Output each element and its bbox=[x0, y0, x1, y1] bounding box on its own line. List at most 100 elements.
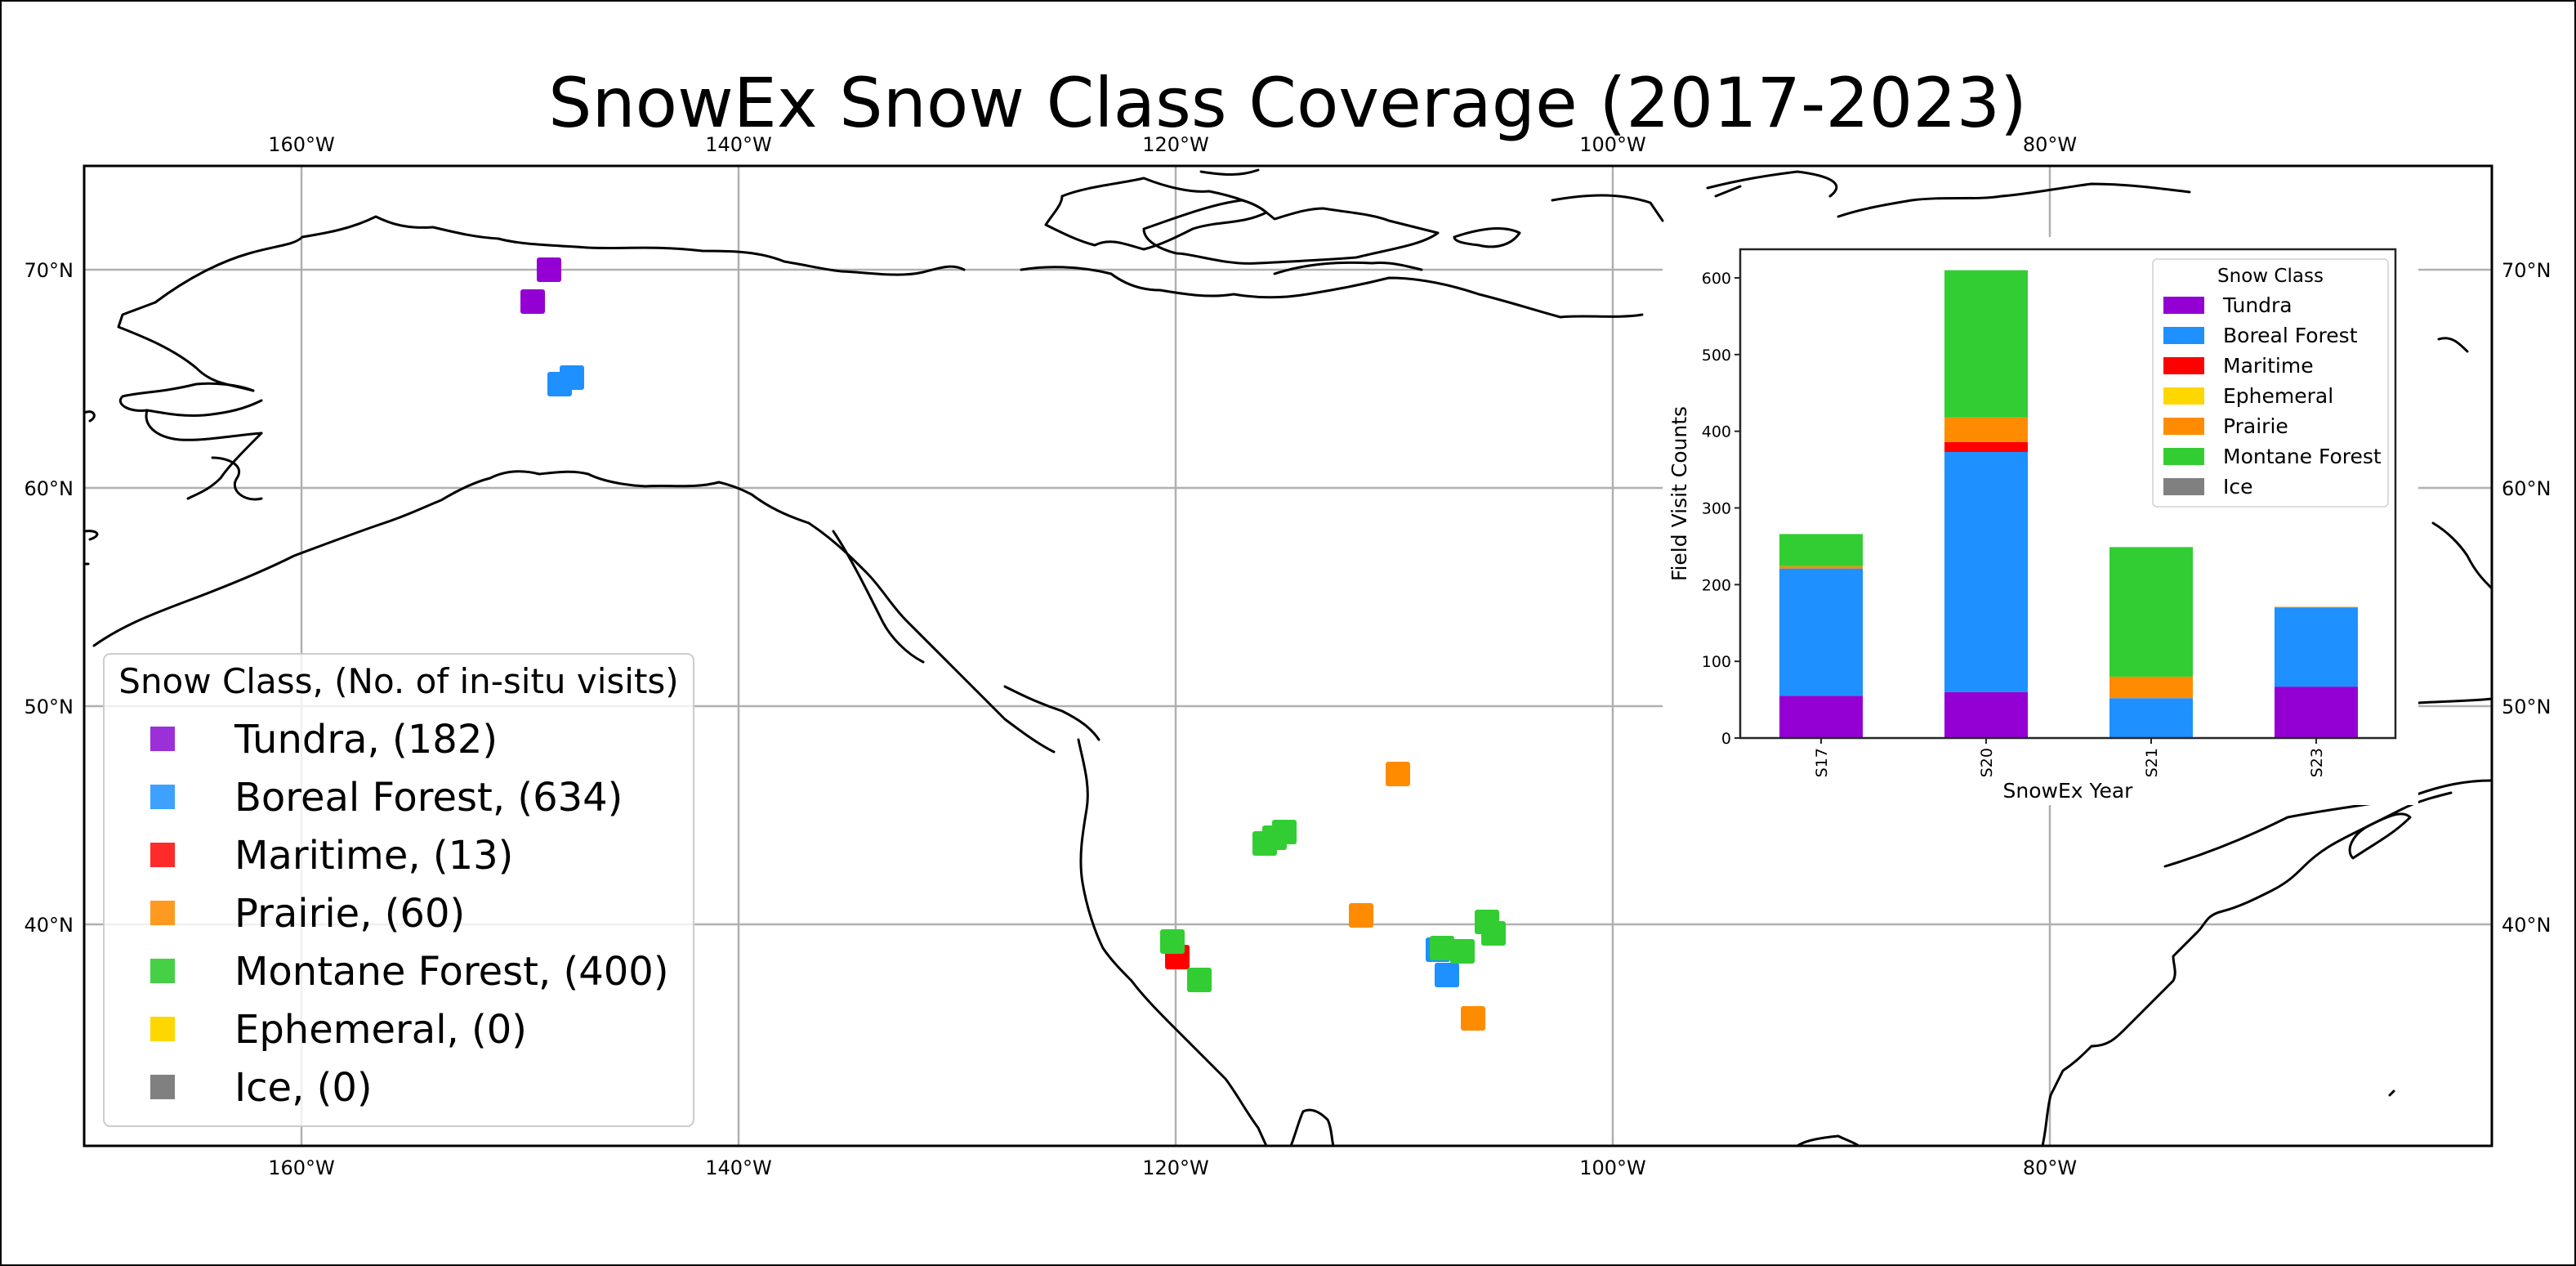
bar-segment-montane-forest bbox=[1779, 534, 1863, 566]
map-legend-swatch bbox=[150, 901, 175, 925]
lon-tick-bottom: 160°W bbox=[268, 1156, 335, 1179]
lon-tick-top: 140°W bbox=[705, 133, 772, 156]
lat-tick-left: 50°N bbox=[25, 696, 74, 718]
inset-legend-item: Ephemeral bbox=[2223, 384, 2333, 408]
inset-y-tick: 400 bbox=[1702, 423, 1731, 441]
inset-x-tick: S17 bbox=[1813, 748, 1831, 777]
bar-segment-tundra bbox=[1944, 691, 2028, 738]
map-legend-swatch bbox=[150, 1017, 175, 1041]
marker-prairie bbox=[1386, 762, 1410, 786]
map-legend-swatch bbox=[150, 1075, 175, 1099]
marker-montane-forest bbox=[1272, 820, 1297, 844]
inset-legend-title: Snow Class bbox=[2217, 266, 2324, 287]
bar-segment-boreal-forest bbox=[2275, 607, 2358, 687]
map-legend-item: Boreal Forest, (634) bbox=[234, 775, 623, 821]
map-legend-item: Ice, (0) bbox=[234, 1065, 373, 1111]
marker-montane-forest bbox=[1481, 921, 1506, 946]
inset-legend-item: Montane Forest bbox=[2223, 445, 2382, 468]
inset-x-tick: S20 bbox=[1978, 748, 1996, 777]
map-legend-swatch bbox=[150, 843, 175, 867]
inset-legend-item: Maritime bbox=[2223, 354, 2314, 378]
inset-y-axis: 0 100 200 300 400 500 600 bbox=[1702, 270, 1740, 748]
inset-legend: Snow Class Tundra Boreal Forest Maritime Ep… bbox=[2152, 258, 2389, 508]
bar-segment-montane-forest bbox=[2109, 547, 2193, 677]
map-markers bbox=[520, 257, 1506, 1031]
inset-legend-swatch bbox=[2163, 327, 2204, 344]
marker-tundra bbox=[520, 289, 545, 314]
marker-prairie bbox=[1349, 903, 1373, 928]
inset-y-label: Field Visit Counts bbox=[1667, 406, 1691, 581]
map-legend-item: Tundra, (182) bbox=[234, 717, 498, 763]
marker-montane-forest bbox=[1430, 936, 1454, 960]
inset-x-axis: S17 S20 S21 S23 bbox=[1813, 738, 2326, 777]
inset-legend-swatch bbox=[2163, 448, 2204, 465]
lon-tick-top: 100°W bbox=[1579, 133, 1646, 156]
inset-legend-item: Boreal Forest bbox=[2223, 324, 2358, 347]
map-legend: Snow Class, (No. of in-situ visits) Tund… bbox=[103, 653, 694, 1127]
inset-legend-swatch bbox=[2163, 357, 2204, 374]
lon-tick-bottom: 120°W bbox=[1142, 1156, 1209, 1179]
bar-segment-tundra bbox=[2275, 687, 2358, 738]
inset-legend-swatch bbox=[2163, 418, 2204, 435]
bar-segment-prairie bbox=[2275, 606, 2358, 608]
inset-y-tick: 200 bbox=[1702, 576, 1731, 594]
lat-tick-right: 50°N bbox=[2502, 696, 2551, 718]
map-legend-item: Montane Forest, (400) bbox=[234, 949, 669, 995]
lon-tick-bottom: 100°W bbox=[1579, 1156, 1646, 1179]
inset-y-tick: 500 bbox=[1702, 347, 1731, 365]
inset-legend-item: Prairie bbox=[2223, 414, 2288, 438]
map-legend-title: Snow Class, (No. of in-situ visits) bbox=[118, 661, 678, 701]
bar-segment-prairie bbox=[1779, 566, 1863, 569]
inset-legend-item: Tundra bbox=[2222, 293, 2293, 317]
lon-tick-top: 80°W bbox=[2023, 133, 2077, 156]
map-legend-item: Prairie, (60) bbox=[234, 891, 465, 937]
bar-segment-prairie bbox=[2109, 676, 2193, 699]
bar-segment-boreal-forest bbox=[1779, 568, 1863, 696]
inset-y-tick: 600 bbox=[1702, 270, 1731, 288]
inset-y-tick: 300 bbox=[1702, 500, 1731, 518]
map-frame bbox=[83, 164, 2493, 1147]
lon-tick-top: 120°W bbox=[1142, 133, 1209, 156]
inset-x-tick: S21 bbox=[2143, 748, 2161, 777]
marker-boreal-forest bbox=[1435, 963, 1459, 987]
lat-tick-left: 40°N bbox=[25, 914, 74, 937]
map-legend-swatch bbox=[150, 959, 175, 983]
bar-segment-boreal-forest bbox=[2109, 698, 2193, 738]
inset-legend-item: Ice bbox=[2223, 475, 2253, 499]
lat-tick-right: 40°N bbox=[2502, 914, 2551, 937]
coastlines bbox=[83, 168, 2493, 1147]
marker-montane-forest bbox=[1187, 968, 1212, 992]
map-legend-item: Maritime, (13) bbox=[234, 833, 513, 879]
marker-montane-forest bbox=[1450, 939, 1475, 964]
inset-legend-swatch bbox=[2163, 478, 2204, 495]
inset-legend-swatch bbox=[2163, 387, 2204, 405]
inset-frame bbox=[1739, 248, 2397, 740]
map-legend-item: Ephemeral, (0) bbox=[234, 1007, 527, 1053]
bar-segment-boreal-forest bbox=[1944, 452, 2028, 692]
lon-tick-top: 160°W bbox=[268, 133, 335, 156]
lat-tick-right: 60°N bbox=[2502, 477, 2551, 500]
marker-montane-forest bbox=[1160, 929, 1185, 954]
figure-title: SnowEx Snow Class Coverage (2017-2023) bbox=[548, 63, 2027, 143]
inset-y-tick: 100 bbox=[1702, 653, 1731, 671]
inset-y-tick: 0 bbox=[1721, 730, 1731, 748]
inset-x-label: SnowEx Year bbox=[2003, 779, 2134, 803]
inset-bar-chart: 0 100 200 300 400 500 600 S17 S20 S21 S23 Field V… bbox=[1663, 237, 2418, 805]
bar-segment-montane-forest bbox=[1944, 270, 2028, 418]
map-tick-labels: 160°W 160°W 140°W 140°W 120°W 120°W 100°W 100°W… bbox=[25, 133, 2551, 1179]
bar-segment-tundra bbox=[1779, 696, 1863, 738]
bar-segment-maritime bbox=[1944, 441, 2028, 453]
inset-legend-swatch bbox=[2163, 297, 2204, 314]
lat-tick-right: 70°N bbox=[2502, 259, 2551, 282]
inset-bars bbox=[1779, 270, 2358, 738]
bar-segment-prairie bbox=[1944, 417, 2028, 442]
inset-x-tick: S23 bbox=[2308, 748, 2326, 777]
map-legend-swatch bbox=[150, 785, 175, 809]
map-legend-swatch bbox=[150, 727, 175, 751]
lat-tick-left: 60°N bbox=[25, 477, 74, 500]
marker-tundra bbox=[537, 257, 561, 282]
marker-prairie bbox=[1461, 1006, 1485, 1031]
lon-tick-bottom: 140°W bbox=[705, 1156, 772, 1179]
lon-tick-bottom: 80°W bbox=[2023, 1156, 2077, 1179]
